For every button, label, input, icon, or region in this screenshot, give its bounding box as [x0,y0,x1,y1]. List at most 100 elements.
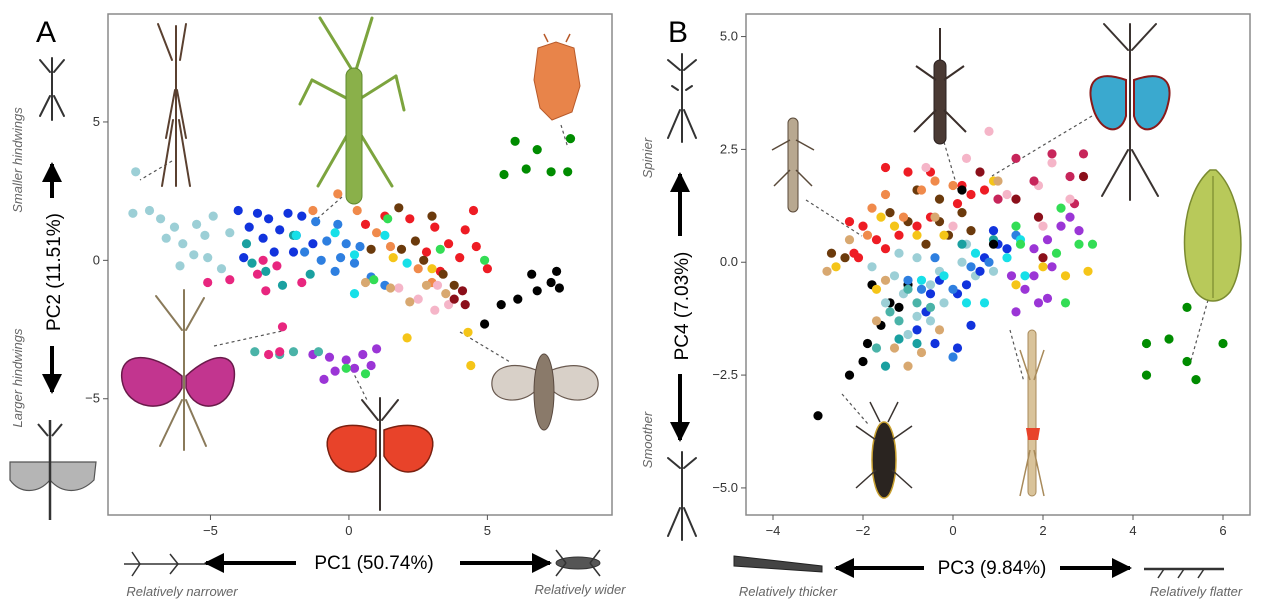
connector-b2 [943,141,959,191]
scatter-point [261,266,271,276]
panel-b-ylabel: PC4 (7.03%) [672,252,693,361]
panel-b-plot-frame [745,13,1251,516]
panel-a-x-low-desc: Relatively narrower [126,584,238,599]
scatter-point [360,219,371,229]
scatter-point [889,271,900,281]
scatter-point [413,264,423,274]
blue-winged-insect-illustration [1089,23,1171,201]
scatter-point [975,266,985,276]
scatter-point [430,305,440,315]
scatter-point [948,180,958,191]
scatter-point [496,300,506,310]
scatter-point [1047,149,1057,159]
scatter-point [885,307,895,317]
scatter-point [394,203,404,213]
scatter-point [813,411,823,421]
panel-b-ticks: −4 −2 0 2 4 6 −5.0 −2.5 0.0 2.5 5.0 [712,29,1226,538]
scatter-point [239,253,249,263]
scatter-point [957,185,967,195]
scatter-point [930,253,940,263]
scatter-point [427,264,437,274]
scatter-point [903,284,913,294]
panel-b-x-tick-label: 4 [1129,523,1136,538]
scatter-point [333,189,343,199]
scatter-point [131,167,141,177]
scatter-point [876,212,886,222]
scatter-point [421,247,432,257]
scatter-point [934,194,945,204]
scatter-point [316,255,326,265]
panel-b-points [813,126,1228,421]
scatter-point [156,214,166,224]
scatter-point [858,356,868,367]
scatter-point [894,248,904,258]
scatter-point [455,253,465,263]
scatter-point [252,269,263,279]
red-winged-insect-illustration [326,397,434,511]
scatter-point [939,271,949,281]
scatter-point [269,247,279,257]
scatter-point [349,363,360,373]
scatter-point [175,261,185,271]
scatter-point [449,280,459,290]
panel-b-x-low-desc: Relatively thicker [739,584,838,599]
panel-b-x-tick-label: 6 [1219,523,1226,538]
scatter-point [1002,189,1012,200]
scatter-point [916,275,927,285]
scatter-point [867,203,877,213]
scatter-point [993,176,1003,186]
scatter-point [554,283,565,293]
scatter-point [457,286,468,296]
panel-a-x-tick-label: 5 [484,523,491,538]
scatter-point [921,239,931,249]
panel-a-connectors [139,124,569,403]
scatter-point [1020,271,1030,281]
scatter-point [867,262,877,272]
scatter-point [349,258,360,268]
scatter-point [844,370,855,380]
scatter-point [898,212,909,222]
panel-b-y-tick-label: 2.5 [720,141,738,156]
scatter-point [482,264,492,274]
scatter-point [277,322,288,332]
scatter-point [988,266,999,276]
panel-b-x-high-desc: Relatively flatter [1150,584,1243,599]
scatter-point [355,241,365,252]
scatter-point [840,253,850,263]
scatter-point [925,289,936,299]
scatter-point [979,185,990,195]
slender-brown-stick-insect-illustration [157,23,191,187]
scatter-point [532,286,542,296]
scatter-point [513,294,523,304]
scatter-point [921,162,931,173]
scatter-point [853,253,864,263]
scatter-point [925,316,936,326]
scatter-point [128,208,138,218]
scatter-point [1006,271,1017,281]
scatter-point [1056,203,1066,213]
scatter-point [844,217,855,227]
scatter-point [1060,271,1071,281]
scatter-point [322,236,332,246]
scatter-point [1002,253,1012,263]
scatter-point [831,262,841,272]
scatter-point [912,325,922,335]
scatter-point [880,162,891,173]
scatter-point [480,319,490,329]
scatter-point [385,241,396,252]
panel-a-y-tick-label: 5 [93,114,100,129]
wide-stick-insect-icon [555,549,601,577]
scatter-point [410,236,420,246]
tan-stick-insect-illustration [1019,329,1045,497]
scatter-point [405,214,415,224]
scatter-point [203,253,213,263]
scatter-point [925,302,936,312]
scatter-point [889,221,900,231]
scatter-point [1047,158,1057,168]
scatter-point [258,255,268,265]
scatter-point [466,360,476,371]
scatter-point [308,205,318,216]
panel-a-y-tick-label: −5 [85,391,100,406]
scatter-point [916,284,927,294]
scatter-point [510,136,520,146]
